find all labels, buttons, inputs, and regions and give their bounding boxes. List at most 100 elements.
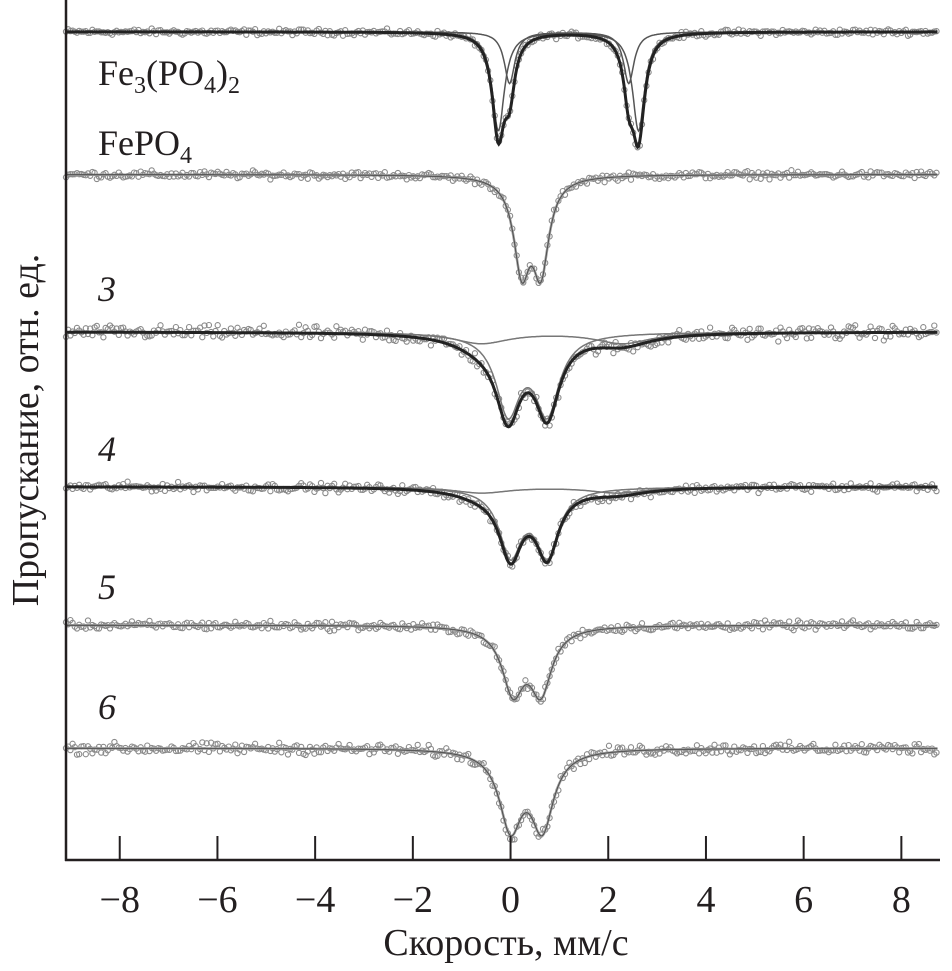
data-point	[867, 480, 874, 487]
series-label-3: 3	[98, 269, 116, 309]
data-point	[805, 325, 813, 332]
data-point	[124, 478, 131, 485]
data-point	[240, 748, 248, 756]
data-point	[482, 508, 490, 515]
data-point	[199, 739, 206, 746]
data-point	[427, 342, 435, 349]
x-tick-label: 6	[794, 879, 813, 921]
data-point	[201, 322, 208, 329]
series-label-fe3po42: Fe3(PO4)2	[98, 53, 241, 99]
x-axis-title: Скорость, мм/с	[383, 922, 628, 964]
data-point	[326, 627, 333, 635]
data-point	[84, 617, 92, 624]
total-fit-line	[66, 30, 938, 150]
data-point	[931, 322, 938, 329]
data-point	[295, 321, 303, 328]
series-label-fepo4: FePO4	[98, 123, 193, 169]
data-point	[251, 740, 259, 747]
data-point	[313, 323, 320, 330]
series-label-5: 5	[98, 567, 116, 607]
data-point	[858, 741, 865, 748]
data-point	[933, 749, 940, 756]
spectrum-3	[62, 321, 940, 429]
data-point	[577, 760, 584, 768]
data-point	[511, 836, 518, 843]
data-point	[317, 479, 325, 487]
data-point	[874, 488, 881, 495]
total-fit-line	[66, 485, 938, 566]
data-point	[775, 338, 782, 345]
data-point	[304, 175, 311, 182]
data-point	[630, 348, 637, 355]
data-point	[267, 617, 274, 625]
data-point	[100, 334, 107, 341]
data-point	[706, 324, 714, 331]
series-label-6: 6	[98, 687, 116, 727]
data-point	[759, 626, 767, 633]
data-point	[766, 176, 773, 183]
spectrum-4	[62, 478, 940, 570]
data-point	[386, 337, 393, 344]
data-point	[522, 677, 529, 684]
total-fit-line	[66, 330, 938, 429]
data-point	[838, 618, 846, 625]
data-point	[218, 334, 226, 341]
data-point	[612, 338, 619, 346]
data-point	[711, 741, 718, 748]
data-point	[174, 478, 182, 486]
data-point	[82, 751, 89, 758]
data-point	[98, 749, 105, 756]
x-tick-label: 4	[696, 879, 715, 921]
data-point	[284, 751, 292, 758]
data-point	[676, 326, 683, 334]
data-point	[757, 175, 764, 182]
data-point	[746, 176, 753, 183]
data-point	[610, 349, 617, 357]
data-point	[346, 741, 353, 749]
data-point	[278, 749, 285, 756]
total-fit-line	[66, 624, 938, 702]
data-point	[328, 618, 336, 625]
x-tick-label: −4	[295, 879, 335, 921]
data-point	[172, 323, 180, 331]
data-point	[190, 488, 197, 496]
data-point	[76, 751, 83, 758]
data-point	[808, 488, 815, 495]
data-point	[627, 744, 635, 751]
x-tick-label: 2	[599, 879, 618, 921]
data-point	[232, 741, 239, 748]
data-point	[909, 750, 916, 757]
data-point	[333, 323, 340, 330]
data-point	[786, 618, 793, 625]
data-point	[493, 187, 501, 194]
fit-line-core	[66, 624, 938, 701]
data-point	[871, 334, 879, 342]
fit-line-core	[66, 174, 938, 284]
spectrum-6	[62, 738, 940, 843]
data-point	[786, 738, 793, 745]
data-point	[695, 750, 703, 757]
series-label-4: 4	[98, 429, 116, 469]
data-point	[359, 336, 366, 343]
data-point	[157, 322, 164, 329]
data-point	[777, 741, 784, 748]
total-fit-line	[66, 173, 938, 286]
fit-line-core	[66, 747, 938, 837]
data-point	[267, 488, 274, 495]
data-point	[757, 325, 764, 332]
data-point	[577, 635, 584, 642]
data-point	[570, 765, 577, 773]
data-point	[295, 749, 303, 757]
data-point	[93, 322, 100, 330]
data-point	[383, 327, 391, 334]
data-point	[185, 323, 193, 331]
data-point	[915, 740, 923, 748]
data-point	[647, 494, 654, 501]
spectrum-2	[62, 167, 940, 287]
data-point	[783, 334, 791, 342]
data-point	[581, 759, 588, 767]
data-point	[627, 176, 635, 183]
data-point	[898, 172, 905, 180]
data-point	[322, 489, 329, 497]
